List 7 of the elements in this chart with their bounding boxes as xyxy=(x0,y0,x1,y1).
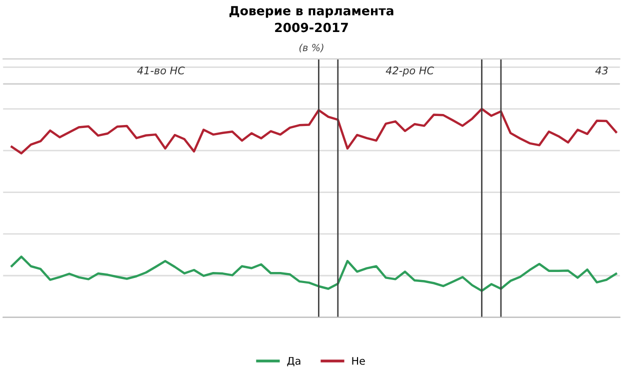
legend-label: Не xyxy=(352,357,365,365)
legend-label: Да xyxy=(287,357,300,366)
chart-title: Доверие в парламента 2009-2017 xyxy=(229,6,394,32)
chart-subtitle: (в %) xyxy=(299,44,324,52)
text: 41-во НС xyxy=(137,66,185,74)
text: 43 xyxy=(595,66,608,74)
text: 42-ро НС xyxy=(386,66,434,76)
